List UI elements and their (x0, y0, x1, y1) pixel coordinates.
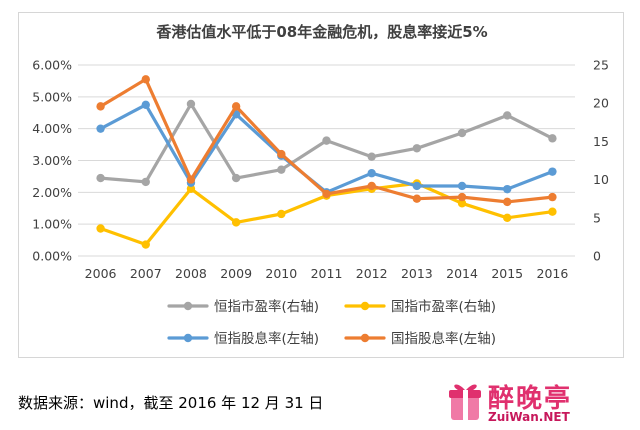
data-point (548, 134, 557, 143)
chart-title: 香港估值水平低于08年金融危机，股息率接近5% (156, 23, 487, 41)
legend-label: 恒指股息率(左轴) (214, 330, 319, 347)
data-point (322, 136, 331, 145)
data-point (96, 224, 105, 233)
legend-marker (183, 301, 193, 311)
x-tick-label: 2015 (491, 266, 523, 281)
x-tick-label: 2010 (265, 266, 297, 281)
x-tick-label: 2013 (401, 266, 433, 281)
data-point (96, 173, 105, 183)
y-tick-label-right: 5 (593, 210, 601, 225)
x-tick-label: 2014 (446, 266, 478, 281)
data-point (277, 165, 286, 174)
data-point (141, 240, 150, 249)
y-tick-label-left: 3.00% (32, 153, 72, 168)
data-point (548, 192, 557, 202)
y-tick-label-left: 0.00% (32, 249, 72, 264)
data-point (277, 209, 286, 219)
y-tick-label-left: 5.00% (32, 89, 72, 104)
data-point (186, 99, 196, 109)
x-tick-label: 2006 (85, 266, 117, 281)
data-point (457, 192, 467, 202)
x-tick-label: 2008 (175, 266, 207, 281)
data-point (141, 75, 150, 84)
y-tick-label-left: 4.00% (32, 121, 72, 136)
data-point (457, 199, 467, 208)
data-point (503, 184, 512, 194)
legend-marker (360, 301, 370, 311)
data-point (367, 181, 376, 191)
y-tick-label-right: 25 (593, 58, 609, 73)
y-tick-label-left: 1.00% (32, 217, 72, 232)
data-point (457, 181, 467, 191)
data-point (186, 184, 196, 193)
data-point (186, 175, 196, 184)
data-point (322, 189, 331, 199)
x-tick-label: 2011 (311, 266, 343, 281)
x-tick-label: 2007 (130, 266, 162, 281)
data-point (548, 207, 557, 216)
source-note: 数据来源：wind，截至 2016 年 12 月 31 日 (18, 394, 324, 412)
data-point (457, 128, 467, 138)
data-point (412, 194, 422, 203)
y-tick-label-left: 2.00% (32, 185, 72, 200)
data-point (412, 144, 422, 153)
legend-label: 国指股息率(左轴) (391, 330, 496, 347)
chart: 香港估值水平低于08年金融危机，股息率接近5% 0.00% 1.00% 2.00% 3.… (32, 23, 609, 347)
y-tick-label-left: 6.00% (32, 58, 72, 73)
legend-label: 国指市盈率(右轴) (391, 298, 496, 315)
data-point (412, 181, 422, 191)
data-point (231, 218, 241, 227)
legend-marker (183, 333, 193, 343)
data-point (367, 152, 376, 161)
y-tick-label-right: 20 (593, 96, 609, 111)
gift-icon (449, 384, 481, 420)
data-point (503, 213, 512, 222)
y-tick-label-right: 10 (593, 172, 609, 187)
data-point (141, 100, 150, 109)
y-tick-label-right: 0 (593, 249, 601, 264)
chart-frame: 香港估值水平低于08年金融危机，股息率接近5% 0.00% 1.00% 2.00% 3.… (18, 12, 624, 358)
x-tick-label: 2012 (356, 266, 388, 281)
data-point (367, 169, 376, 178)
data-point (548, 167, 557, 176)
data-point (231, 102, 241, 111)
watermark-en: ZuiWan.NET (488, 410, 570, 424)
watermark-cn: 醉晚亭 (488, 384, 573, 414)
x-tick-label: 2009 (220, 266, 252, 281)
data-point (96, 124, 105, 133)
data-point (503, 197, 512, 207)
data-point (141, 177, 150, 187)
data-point (503, 111, 512, 120)
x-tick-label: 2016 (537, 266, 569, 281)
data-point (277, 149, 286, 159)
legend-marker (360, 333, 370, 343)
series-line (98, 103, 555, 194)
watermark-logo: 醉晚亭 ZuiWan.NET (446, 378, 626, 428)
data-point (231, 173, 241, 183)
legend-label: 恒指市盈率(右轴) (214, 298, 319, 315)
y-tick-label-right: 15 (593, 134, 609, 149)
data-point (96, 102, 105, 111)
